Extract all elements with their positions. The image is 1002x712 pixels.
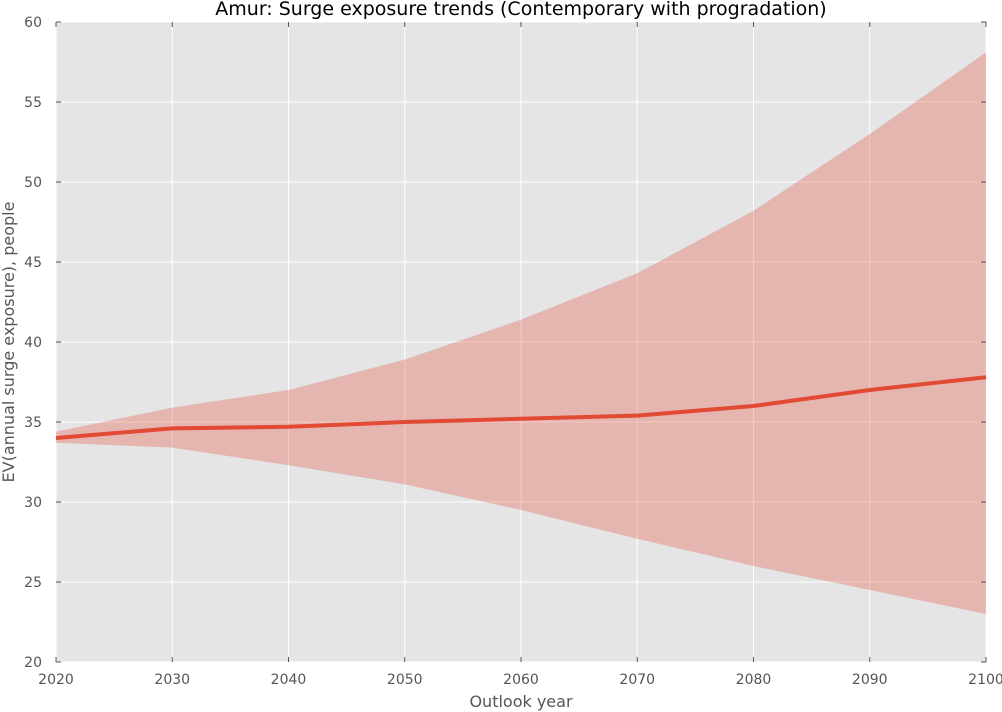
y-tick-label: 45 [24, 255, 42, 271]
x-tick-label: 2100 [968, 672, 1002, 688]
y-tick-label: 40 [24, 335, 42, 351]
x-tick-label: 2090 [852, 672, 888, 688]
x-tick-label: 2030 [154, 672, 190, 688]
x-tick-label: 2020 [38, 672, 74, 688]
uncertainty-band [56, 52, 986, 614]
uncertainty-band-layer [56, 52, 986, 614]
y-tick-label: 55 [24, 95, 42, 111]
x-axis-label: Outlook year [469, 692, 573, 711]
tick-labels: 2020 2030 2040 2050 2060 2070 2080 2090 2100 20 25… [24, 15, 1002, 688]
x-tick-label: 2060 [503, 672, 539, 688]
series-line [55, 375, 987, 440]
x-tick-label: 2050 [387, 672, 423, 688]
y-tick-label: 20 [24, 655, 42, 671]
chart-title: Amur: Surge exposure trends (Contemporar… [215, 0, 826, 20]
y-tick-label: 60 [24, 15, 42, 31]
x-tick-label: 2080 [736, 672, 772, 688]
x-tick-label: 2040 [271, 672, 307, 688]
x-tick-label: 2070 [619, 672, 655, 688]
y-tick-label: 30 [24, 495, 42, 511]
series-line-layer [55, 375, 987, 440]
y-axis-label: EV(annual surge exposure), people [0, 202, 18, 483]
y-tick-label: 50 [24, 175, 42, 191]
y-tick-label: 25 [24, 575, 42, 591]
y-tick-label: 35 [24, 415, 42, 431]
